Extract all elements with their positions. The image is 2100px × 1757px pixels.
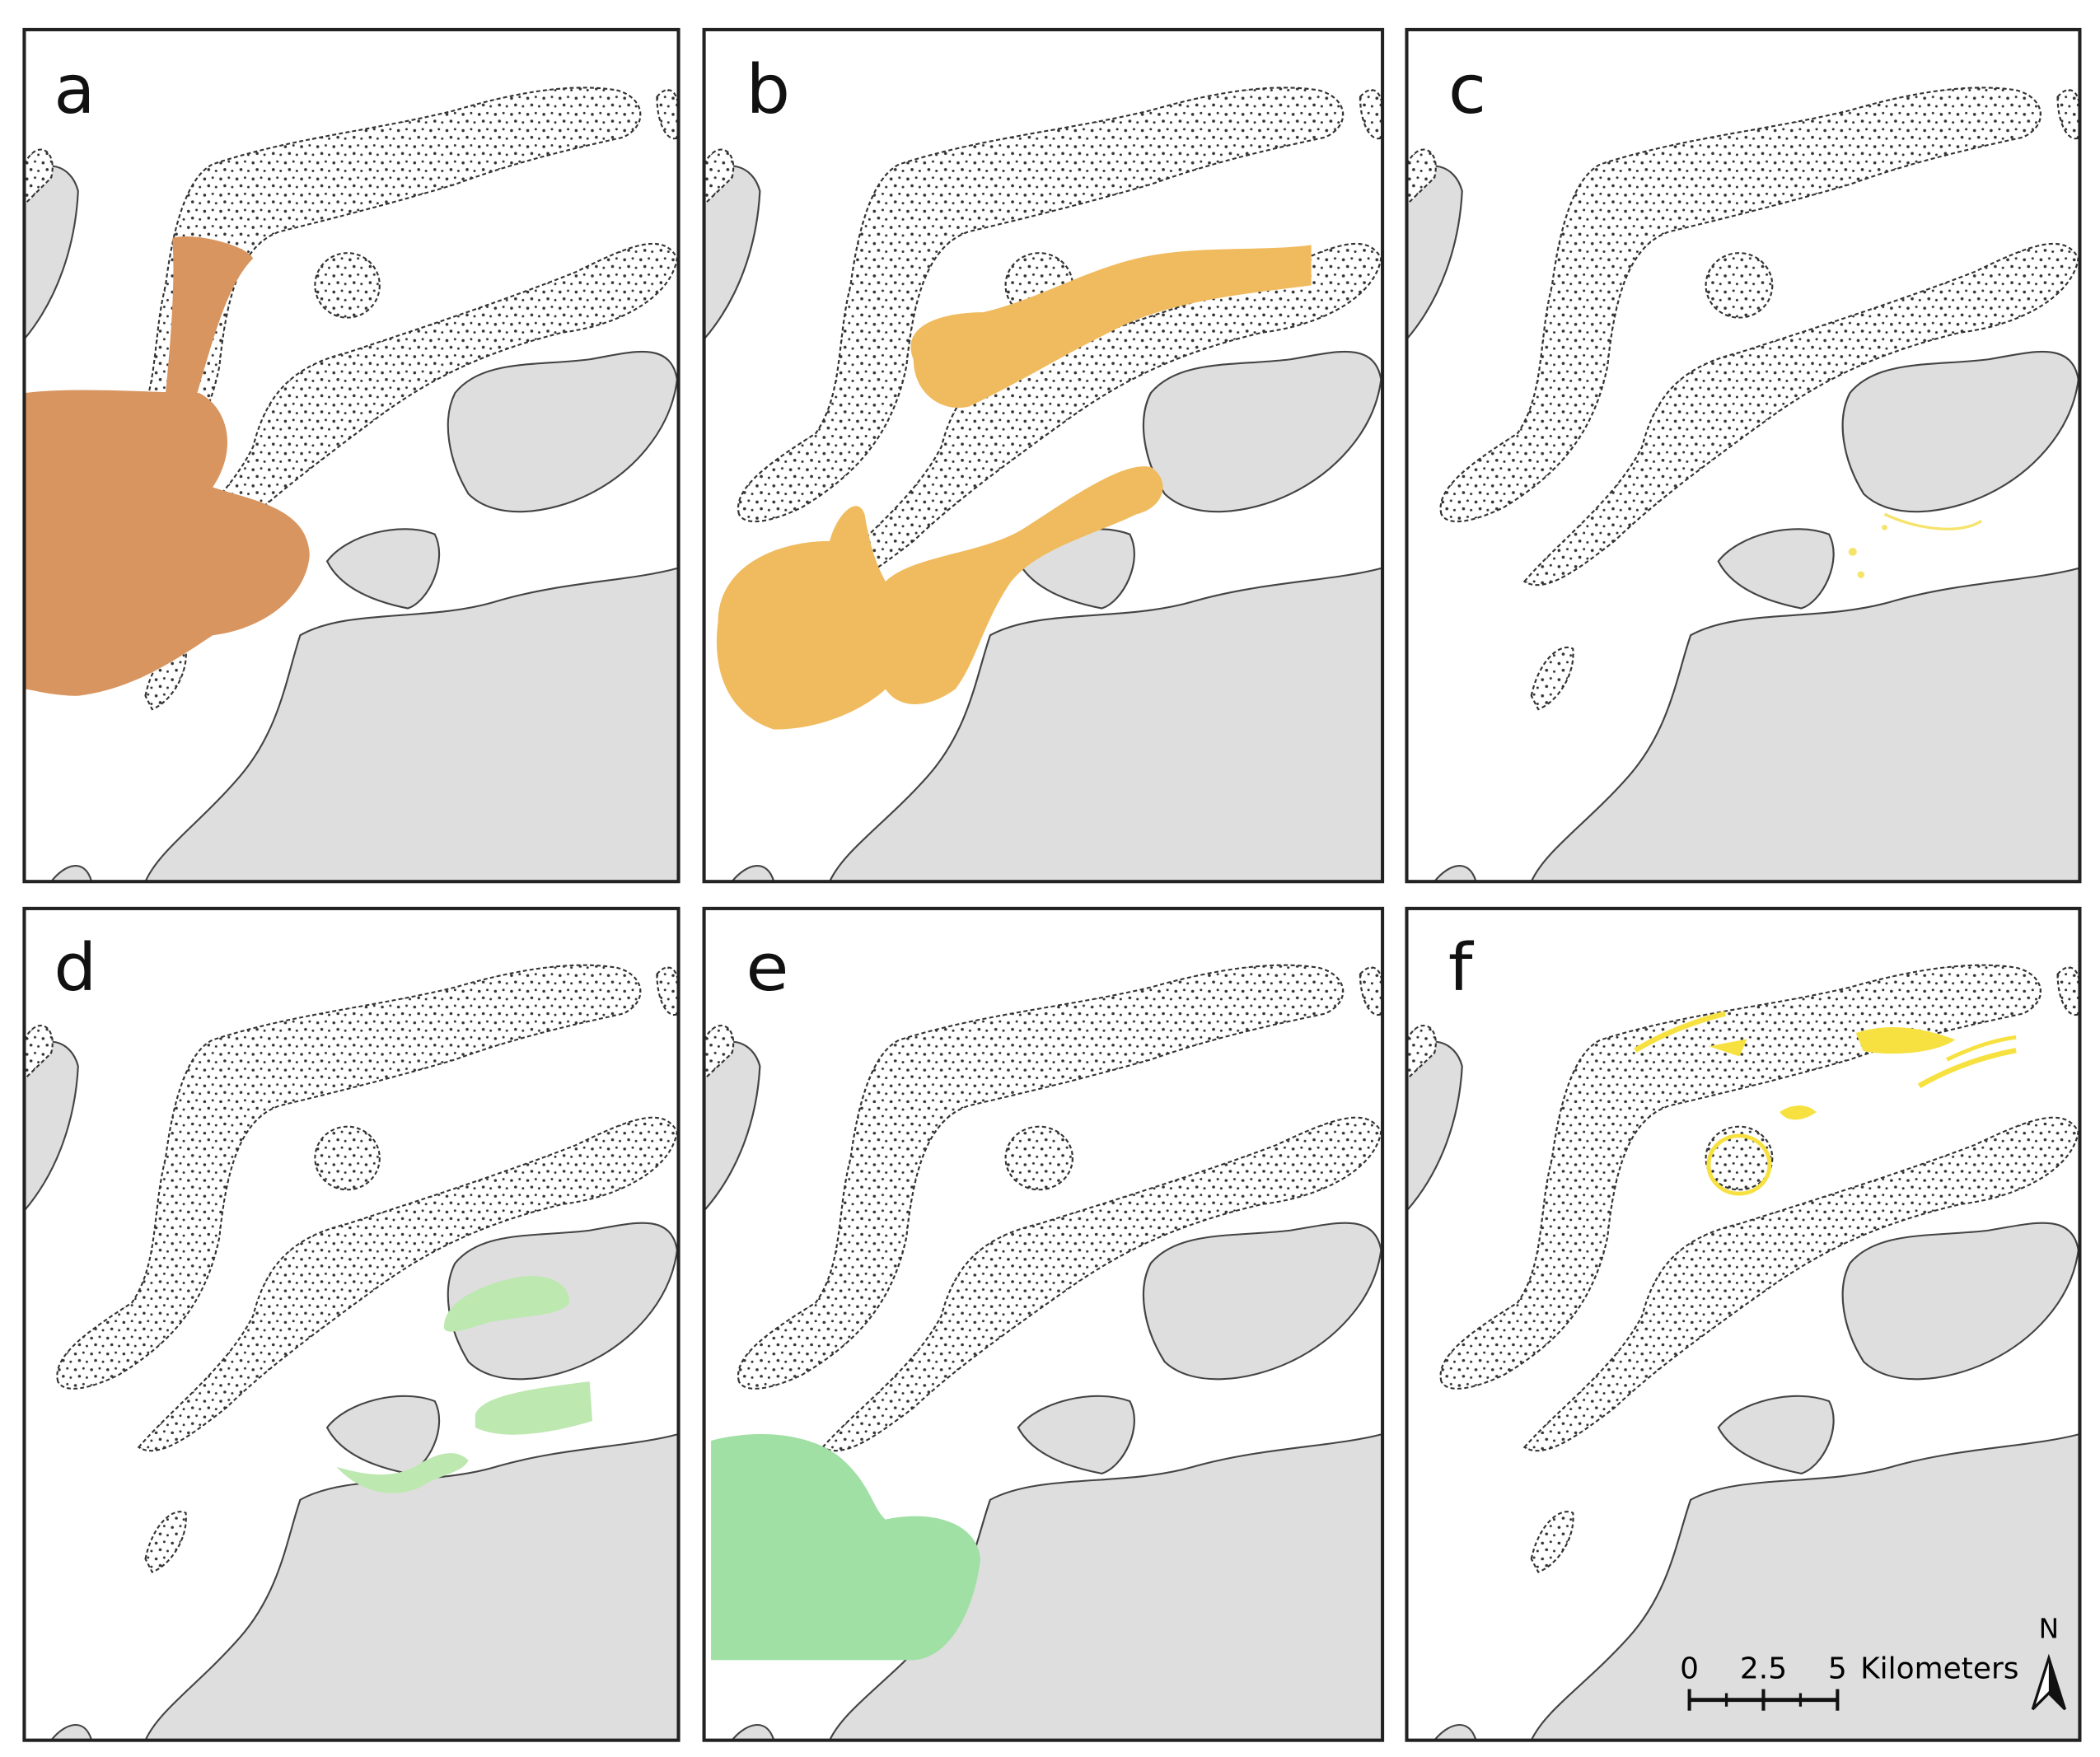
map-panel: d [24,908,679,1741]
map-panel: c [1406,29,2080,882]
overlay [24,236,310,696]
map-panel: b [704,29,1383,882]
map-panel: a [24,29,679,882]
map-panel: f [1406,908,2080,1741]
panel-label: c [1448,50,1486,129]
scale-bar: 0 2.5 5 Kilometers [1680,1652,2018,1711]
panel-label: b [746,51,790,129]
north-arrow: N [2031,1613,2067,1711]
scale-bar-label: 0 [1680,1652,1699,1686]
scale-bar-unit: Kilometers [1860,1652,2018,1686]
overlay [1634,1011,2017,1196]
panel-label: a [54,51,95,129]
overlay [711,1433,981,1661]
overlay [716,245,1312,730]
north-label: N [2039,1613,2059,1644]
overlay [1848,512,1983,578]
map-panel: e [704,908,1383,1741]
scale-bar-label: 2.5 [1740,1652,1787,1686]
frames [22,27,2082,1742]
scale-bar-label: 5 [1828,1652,1847,1686]
overlay [336,1276,592,1493]
panel-label: f [1448,930,1475,1006]
panel-label: d [54,930,96,1007]
panel-label: e [746,930,788,1006]
